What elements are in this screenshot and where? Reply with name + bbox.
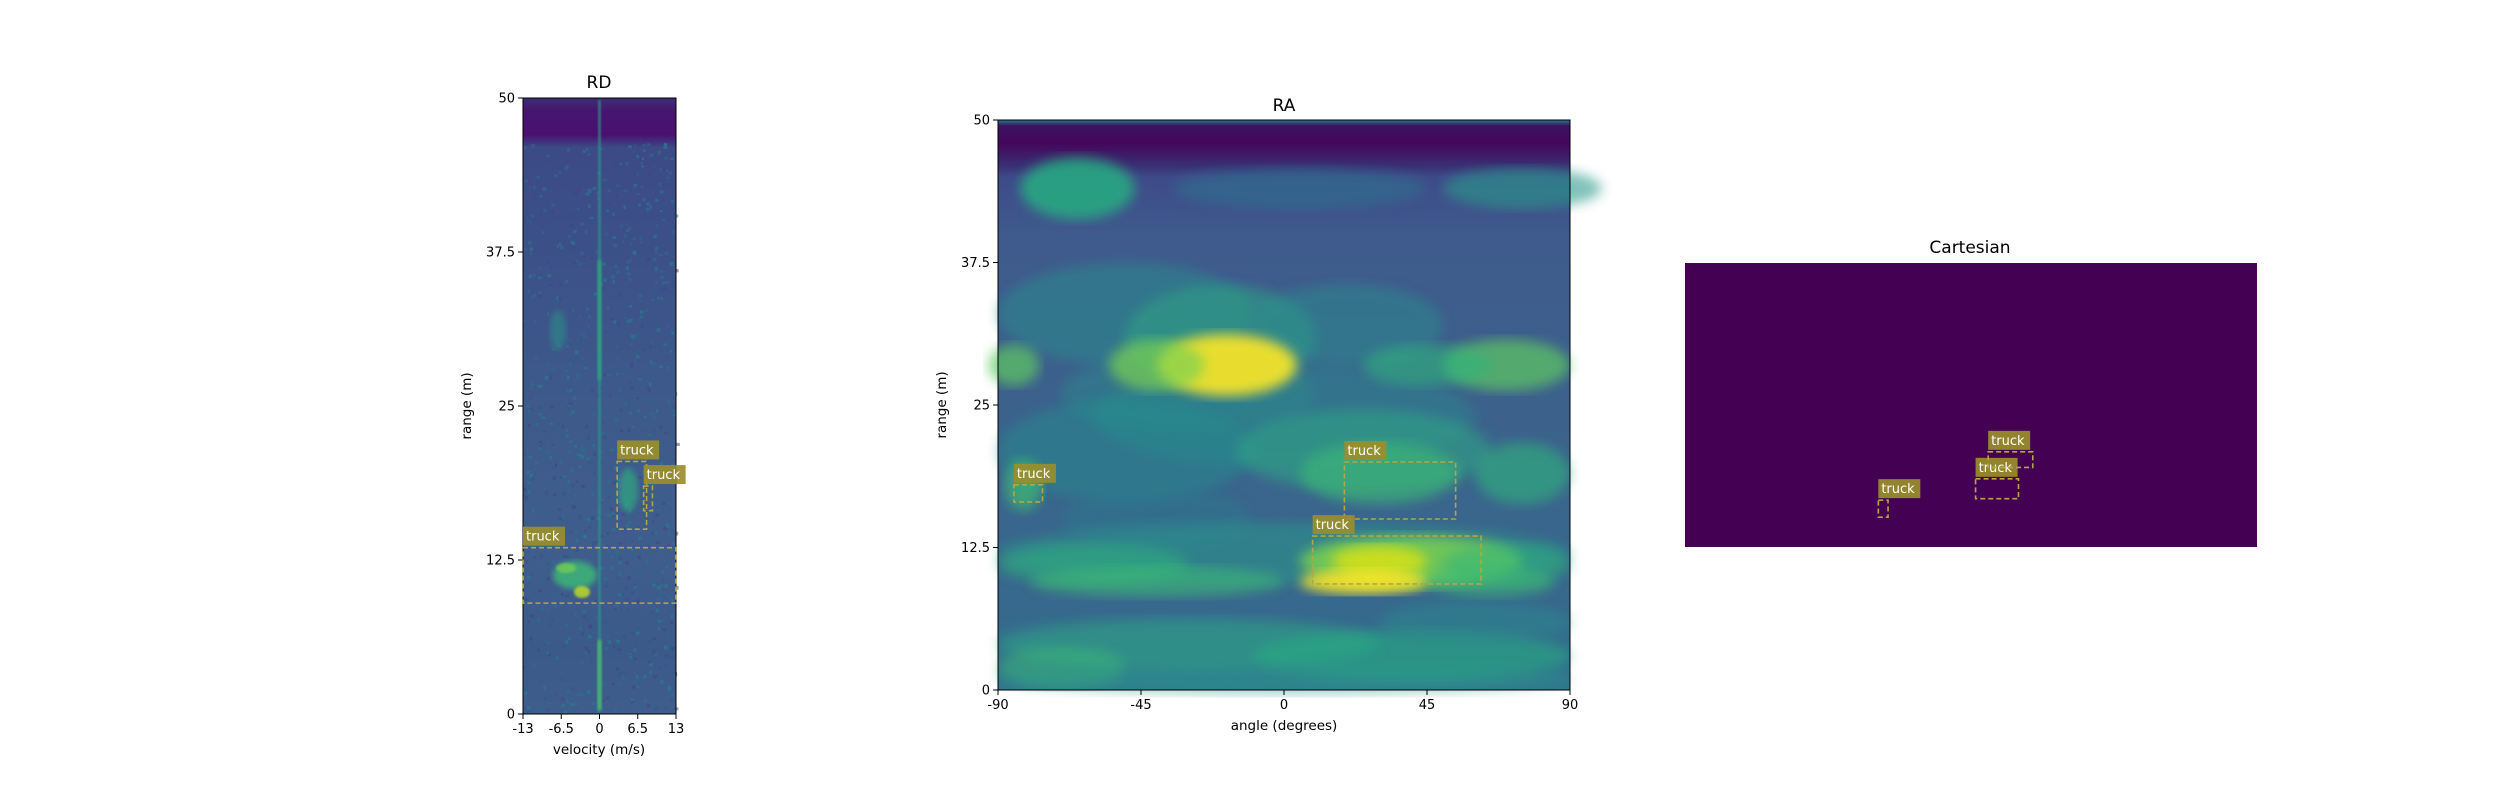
ra-box-label-bg xyxy=(1344,441,1387,460)
rd-x-tick-label: -6.5 xyxy=(549,722,574,737)
ra-y-axis-label: range (m) xyxy=(934,371,950,438)
ra-heatmap xyxy=(988,120,1602,694)
ra-x-tick-label: 45 xyxy=(1419,698,1436,713)
rd-heatmap xyxy=(523,98,680,715)
cartesian-bounding-box xyxy=(1987,451,2034,469)
ra-box-label-bg xyxy=(1013,463,1056,483)
rd-y-axis-label: range (m) xyxy=(459,372,475,439)
cartesian-panel: Cartesian truck truck truck xyxy=(1685,238,2257,547)
rd-bounding-box xyxy=(642,485,654,512)
ra-y-tick-label: 0 xyxy=(982,684,990,699)
rd-y-tick-label: 25 xyxy=(498,400,515,415)
ra-x-tick-label: -45 xyxy=(1130,698,1151,713)
ra-title: RA xyxy=(1273,96,1296,116)
cartesian-box-label: truck xyxy=(1979,461,2013,476)
cartesian-box-label: truck xyxy=(1881,482,1915,497)
cartesian-title: Cartesian xyxy=(1929,238,2010,258)
rd-bounding-box xyxy=(616,460,648,531)
ra-y-tick-label: 25 xyxy=(973,399,990,414)
ra-annotations: truck truck truck xyxy=(1013,441,1482,585)
rd-x-tick-label: 6.5 xyxy=(627,722,648,737)
ra-box-label: truck xyxy=(1017,467,1051,482)
ra-y-tick-label: 50 xyxy=(973,114,990,129)
rd-box-label: truck xyxy=(526,530,560,545)
ra-y-tick-label: 37.5 xyxy=(961,256,990,271)
rd-annotations: truck truck truck xyxy=(522,440,686,604)
rd-y-tick-label: 0 xyxy=(507,708,515,723)
rd-x-tick-label: 13 xyxy=(668,722,685,737)
rd-box-label: truck xyxy=(620,443,654,458)
cartesian-box-label-bg xyxy=(1878,479,1921,499)
rd-y-tick-label: 50 xyxy=(498,92,515,107)
rd-y-tick-label: 37.5 xyxy=(486,246,515,261)
rd-x-tick-label: -13 xyxy=(512,722,533,737)
cartesian-box-label: truck xyxy=(1991,434,2025,449)
ra-y-tick-label: 12.5 xyxy=(961,541,990,556)
rd-box-label-bg xyxy=(617,440,660,460)
ra-intensity-bands xyxy=(988,157,1602,694)
ra-bounding-box xyxy=(1311,535,1482,585)
cartesian-bounding-box xyxy=(1877,499,1889,518)
rd-box-label: truck xyxy=(647,468,681,483)
rd-axes: -13 -6.5 0 6.5 13 0 12.5 25 37.5 50 xyxy=(486,92,684,738)
cartesian-box-label-bg xyxy=(1988,430,2031,450)
rd-x-tick-label: 0 xyxy=(595,722,603,737)
rd-x-axis-label: velocity (m/s) xyxy=(553,742,645,758)
ra-box-label: truck xyxy=(1347,444,1381,459)
rd-box-label-bg xyxy=(643,465,686,485)
ra-bounding-box xyxy=(1013,483,1044,503)
rd-y-tick-label: 12.5 xyxy=(486,554,515,569)
cartesian-annotations: truck truck truck xyxy=(1877,430,2034,518)
ra-box-label-bg xyxy=(1312,515,1355,535)
ra-x-tick-label: -90 xyxy=(987,698,1008,713)
rd-box-label-bg xyxy=(523,526,565,546)
rd-title: RD xyxy=(587,73,612,93)
ra-axes: -90 -45 0 45 90 0 12.5 25 37.5 50 xyxy=(961,114,1578,714)
ra-box-label: truck xyxy=(1316,518,1350,533)
rd-bounding-box xyxy=(522,546,677,604)
cartesian-bounding-box xyxy=(1974,478,2020,500)
ra-x-axis-label: angle (degrees) xyxy=(1231,718,1338,734)
ra-x-tick-label: 0 xyxy=(1280,698,1288,713)
ra-x-tick-label: 90 xyxy=(1562,698,1579,713)
cartesian-image xyxy=(1685,263,2257,547)
ra-bounding-box xyxy=(1343,461,1457,520)
